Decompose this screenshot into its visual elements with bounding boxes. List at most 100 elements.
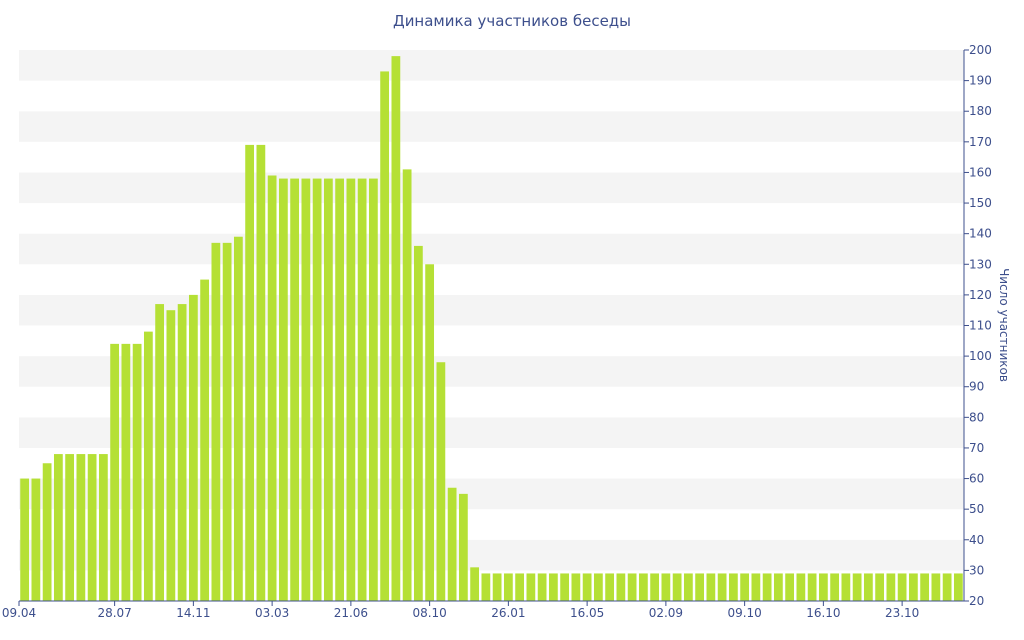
x-tick-label: 02.09: [649, 606, 683, 620]
bar[interactable]: [953, 573, 963, 601]
bar[interactable]: [42, 463, 52, 601]
bar[interactable]: [20, 478, 30, 601]
bar[interactable]: [65, 454, 75, 601]
bar[interactable]: [380, 71, 390, 601]
bar[interactable]: [211, 242, 221, 601]
grid-band: [19, 50, 964, 81]
bar[interactable]: [335, 178, 345, 602]
bar[interactable]: [762, 573, 772, 601]
bar[interactable]: [931, 573, 941, 601]
grid-band: [19, 386, 964, 418]
bar[interactable]: [920, 573, 930, 601]
bar[interactable]: [548, 573, 558, 601]
grid-band: [19, 80, 964, 112]
bar[interactable]: [233, 236, 243, 601]
bar[interactable]: [98, 454, 108, 601]
bar[interactable]: [796, 573, 806, 601]
x-tick-label: 28.07: [97, 606, 131, 620]
bar[interactable]: [897, 573, 907, 601]
x-tick-label: 09.10: [727, 606, 761, 620]
bar[interactable]: [492, 573, 502, 601]
bar[interactable]: [841, 573, 851, 601]
bar[interactable]: [368, 178, 378, 602]
bar[interactable]: [143, 331, 153, 601]
bar[interactable]: [661, 573, 671, 601]
bar[interactable]: [110, 343, 120, 601]
bar[interactable]: [638, 573, 648, 601]
bar[interactable]: [706, 573, 716, 601]
bar[interactable]: [458, 493, 468, 601]
bar[interactable]: [537, 573, 547, 601]
bar[interactable]: [695, 573, 705, 601]
grid-band: [19, 570, 964, 601]
bar[interactable]: [830, 573, 840, 601]
bar[interactable]: [121, 343, 131, 601]
bar[interactable]: [717, 573, 727, 601]
bar[interactable]: [728, 573, 738, 601]
bar[interactable]: [807, 573, 817, 601]
bar[interactable]: [481, 573, 491, 601]
bar[interactable]: [526, 573, 536, 601]
bar[interactable]: [222, 242, 232, 601]
bar[interactable]: [515, 573, 525, 601]
bar[interactable]: [942, 573, 952, 601]
bar[interactable]: [785, 573, 795, 601]
bar[interactable]: [470, 567, 480, 601]
x-tick-label: 03.03: [255, 606, 289, 620]
grid-band: [19, 356, 964, 387]
x-tick-label: 21.06: [334, 606, 368, 620]
bar[interactable]: [357, 178, 367, 602]
bar[interactable]: [616, 573, 626, 601]
bar[interactable]: [560, 573, 570, 601]
bar[interactable]: [503, 573, 513, 601]
bar[interactable]: [312, 178, 322, 602]
bar[interactable]: [650, 573, 660, 601]
bar[interactable]: [683, 573, 693, 601]
bar[interactable]: [31, 478, 41, 601]
bar[interactable]: [155, 304, 165, 601]
bar[interactable]: [53, 454, 63, 601]
bar[interactable]: [593, 573, 603, 601]
y-tick-label: 100: [969, 349, 992, 363]
bar[interactable]: [267, 175, 277, 601]
bar[interactable]: [852, 573, 862, 601]
bar[interactable]: [256, 144, 266, 601]
bar[interactable]: [751, 573, 761, 601]
x-tick-label: 16.10: [806, 606, 840, 620]
bar[interactable]: [132, 343, 142, 601]
bar[interactable]: [863, 573, 873, 601]
bar[interactable]: [886, 573, 896, 601]
x-tick-label: 26.01: [491, 606, 525, 620]
bar[interactable]: [571, 573, 581, 601]
y-tick-label: 190: [969, 74, 992, 88]
bar[interactable]: [425, 264, 435, 601]
bar[interactable]: [323, 178, 333, 602]
bar[interactable]: [278, 178, 288, 602]
bar[interactable]: [177, 304, 187, 601]
bar[interactable]: [402, 169, 412, 601]
bar[interactable]: [447, 487, 457, 601]
bar[interactable]: [200, 279, 210, 601]
bar[interactable]: [740, 573, 750, 601]
bar[interactable]: [875, 573, 885, 601]
bar[interactable]: [87, 454, 97, 601]
bar[interactable]: [245, 144, 255, 601]
bar[interactable]: [188, 294, 198, 601]
bar[interactable]: [818, 573, 828, 601]
bar[interactable]: [346, 178, 356, 602]
bar[interactable]: [582, 573, 592, 601]
bar[interactable]: [672, 573, 682, 601]
bar[interactable]: [290, 178, 300, 602]
bar[interactable]: [773, 573, 783, 601]
grid-band: [19, 111, 964, 142]
y-tick-label: 130: [969, 257, 992, 271]
bar[interactable]: [391, 56, 401, 602]
bar[interactable]: [605, 573, 615, 601]
bar[interactable]: [436, 362, 446, 601]
bar[interactable]: [166, 310, 176, 601]
bar[interactable]: [301, 178, 311, 602]
bar[interactable]: [76, 454, 86, 601]
bar[interactable]: [413, 245, 423, 601]
bar[interactable]: [908, 573, 918, 601]
bar[interactable]: [627, 573, 637, 601]
